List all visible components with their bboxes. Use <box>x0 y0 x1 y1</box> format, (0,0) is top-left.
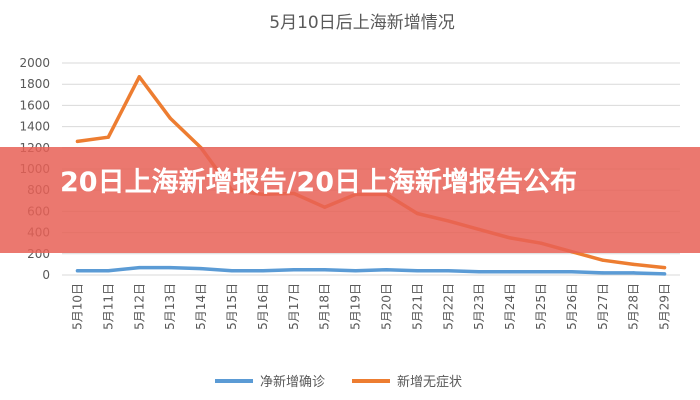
x-tick-label: 5月18日 <box>318 283 332 330</box>
x-tick-label: 5月22日 <box>441 283 455 330</box>
series-line-confirmed <box>75 265 667 276</box>
chart-title: 5月10日后上海新增情况 <box>269 13 454 33</box>
x-tick-label: 5月28日 <box>627 283 641 330</box>
y-tick-label: 1400 <box>19 120 50 134</box>
headline-banner <box>0 147 700 253</box>
data-point <box>292 268 296 272</box>
y-tick-label: 1600 <box>19 98 50 112</box>
data-point <box>632 271 636 275</box>
data-point <box>601 271 605 275</box>
data-point <box>323 268 327 272</box>
data-point <box>353 269 358 273</box>
x-axis-tick-labels: 5月10日 5月11日 5月12日 5月13日 5月14日 5月15日 5月16日 5月17日… <box>70 283 671 330</box>
legend: 净新增确诊 新增无症状 <box>215 374 462 390</box>
legend-label-confirmed: 净新增确诊 <box>260 374 325 390</box>
data-point <box>168 116 172 120</box>
x-tick-label: 5月14日 <box>194 283 208 330</box>
data-point <box>75 139 80 144</box>
data-point <box>75 269 80 273</box>
y-tick-label: 1800 <box>19 77 50 91</box>
data-point <box>137 75 141 79</box>
x-tick-label: 5月12日 <box>132 283 146 330</box>
x-tick-label: 5月29日 <box>658 283 672 330</box>
data-point <box>261 269 265 273</box>
x-tick-label: 5月23日 <box>472 283 486 330</box>
x-tick-label: 5月27日 <box>596 283 610 330</box>
legend-label-asymptomatic: 新增无症状 <box>397 374 462 390</box>
x-tick-label: 5月20日 <box>379 283 393 330</box>
data-point <box>539 270 543 274</box>
data-point <box>508 270 512 274</box>
data-point <box>570 270 574 274</box>
x-tick-label: 5月24日 <box>503 283 517 330</box>
data-point <box>632 262 636 266</box>
x-tick-label: 5月13日 <box>163 283 177 330</box>
data-point <box>230 269 234 273</box>
x-tick-label: 5月17日 <box>287 283 301 330</box>
x-tick-label: 5月11日 <box>101 283 115 330</box>
x-tick-label: 5月21日 <box>410 283 424 330</box>
x-tick-label: 5月15日 <box>225 283 239 330</box>
x-tick-label: 5月16日 <box>256 283 270 330</box>
data-point <box>137 265 141 270</box>
headline-text: 20日上海新增报告/20日上海新增报告公布 <box>60 167 578 198</box>
data-point <box>446 269 450 273</box>
data-point <box>199 267 203 271</box>
x-tick-label: 5月25日 <box>534 283 548 330</box>
data-point <box>106 269 110 273</box>
data-point <box>662 272 667 276</box>
x-tick-label: 5月19日 <box>349 283 363 330</box>
data-point <box>415 269 419 273</box>
data-point <box>662 265 667 270</box>
x-tick-label: 5月10日 <box>70 283 84 330</box>
x-tick-label: 5月26日 <box>565 283 579 330</box>
data-point <box>477 270 481 274</box>
y-tick-label: 0 <box>42 268 50 282</box>
data-point <box>168 265 172 270</box>
data-point <box>601 258 605 262</box>
data-point <box>106 135 110 139</box>
y-tick-label: 2000 <box>19 56 50 70</box>
data-point <box>384 268 389 272</box>
